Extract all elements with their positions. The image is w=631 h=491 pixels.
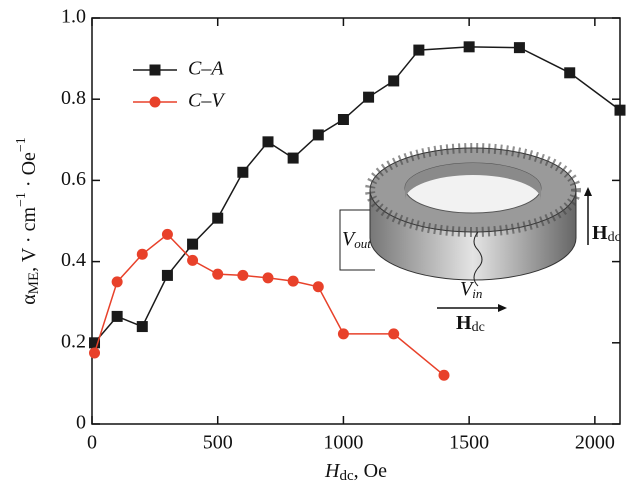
inset-label: Vin	[460, 278, 482, 301]
inset-label: Vout	[342, 228, 371, 251]
marker	[187, 238, 199, 250]
toroid-inset: Vout Vin Hdc Hdc	[339, 143, 621, 336]
marker	[388, 75, 400, 87]
marker	[287, 152, 299, 164]
x-tick-label: 500	[203, 432, 233, 454]
inset-label: Hdc	[456, 312, 485, 336]
marker	[388, 328, 400, 340]
marker	[614, 104, 626, 116]
marker	[337, 328, 349, 340]
y-tick-label: 0.4	[61, 249, 86, 271]
marker	[136, 248, 148, 260]
marker	[89, 347, 101, 359]
marker	[312, 129, 324, 141]
marker	[564, 67, 576, 79]
y-tick-label: 0.8	[61, 87, 86, 109]
marker	[89, 337, 101, 349]
x-tick-label: 2000	[575, 432, 615, 454]
plot-frame	[91, 17, 621, 425]
marker	[237, 166, 249, 178]
marker	[212, 268, 224, 280]
legend-marker	[149, 96, 161, 108]
marker	[161, 269, 173, 281]
marker	[413, 44, 425, 56]
legend-label: C–A	[188, 58, 224, 80]
marker	[237, 269, 249, 281]
marker	[161, 228, 173, 240]
marker	[438, 369, 450, 381]
marker	[513, 42, 525, 54]
x-tick-label: 0	[87, 432, 97, 454]
marker	[363, 91, 375, 103]
marker	[111, 310, 123, 322]
legend-marker	[149, 64, 161, 76]
y-tick-label: 1.0	[61, 6, 86, 28]
series-line	[93, 46, 621, 344]
marker	[287, 275, 299, 287]
marker	[212, 212, 224, 224]
x-axis-label: Hdc, Oe	[324, 460, 387, 485]
x-tick-label: 1000	[323, 432, 363, 454]
marker	[111, 276, 123, 288]
marker	[337, 114, 349, 125]
y-tick-label: 0.6	[61, 168, 86, 190]
y-tick-label: 0	[76, 412, 86, 434]
marker	[187, 254, 199, 266]
x-tick-label: 1500	[449, 432, 489, 454]
marker	[463, 41, 475, 53]
y-tick-label: 0.2	[61, 330, 86, 352]
y-axis-label: αME, V · cm−1 · Oe−1	[14, 137, 42, 305]
marker	[136, 321, 148, 333]
marker	[262, 136, 274, 148]
legend-label: C–V	[188, 90, 226, 112]
inset-label: Hdc	[592, 222, 621, 246]
marker	[312, 281, 324, 293]
marker	[262, 272, 274, 284]
